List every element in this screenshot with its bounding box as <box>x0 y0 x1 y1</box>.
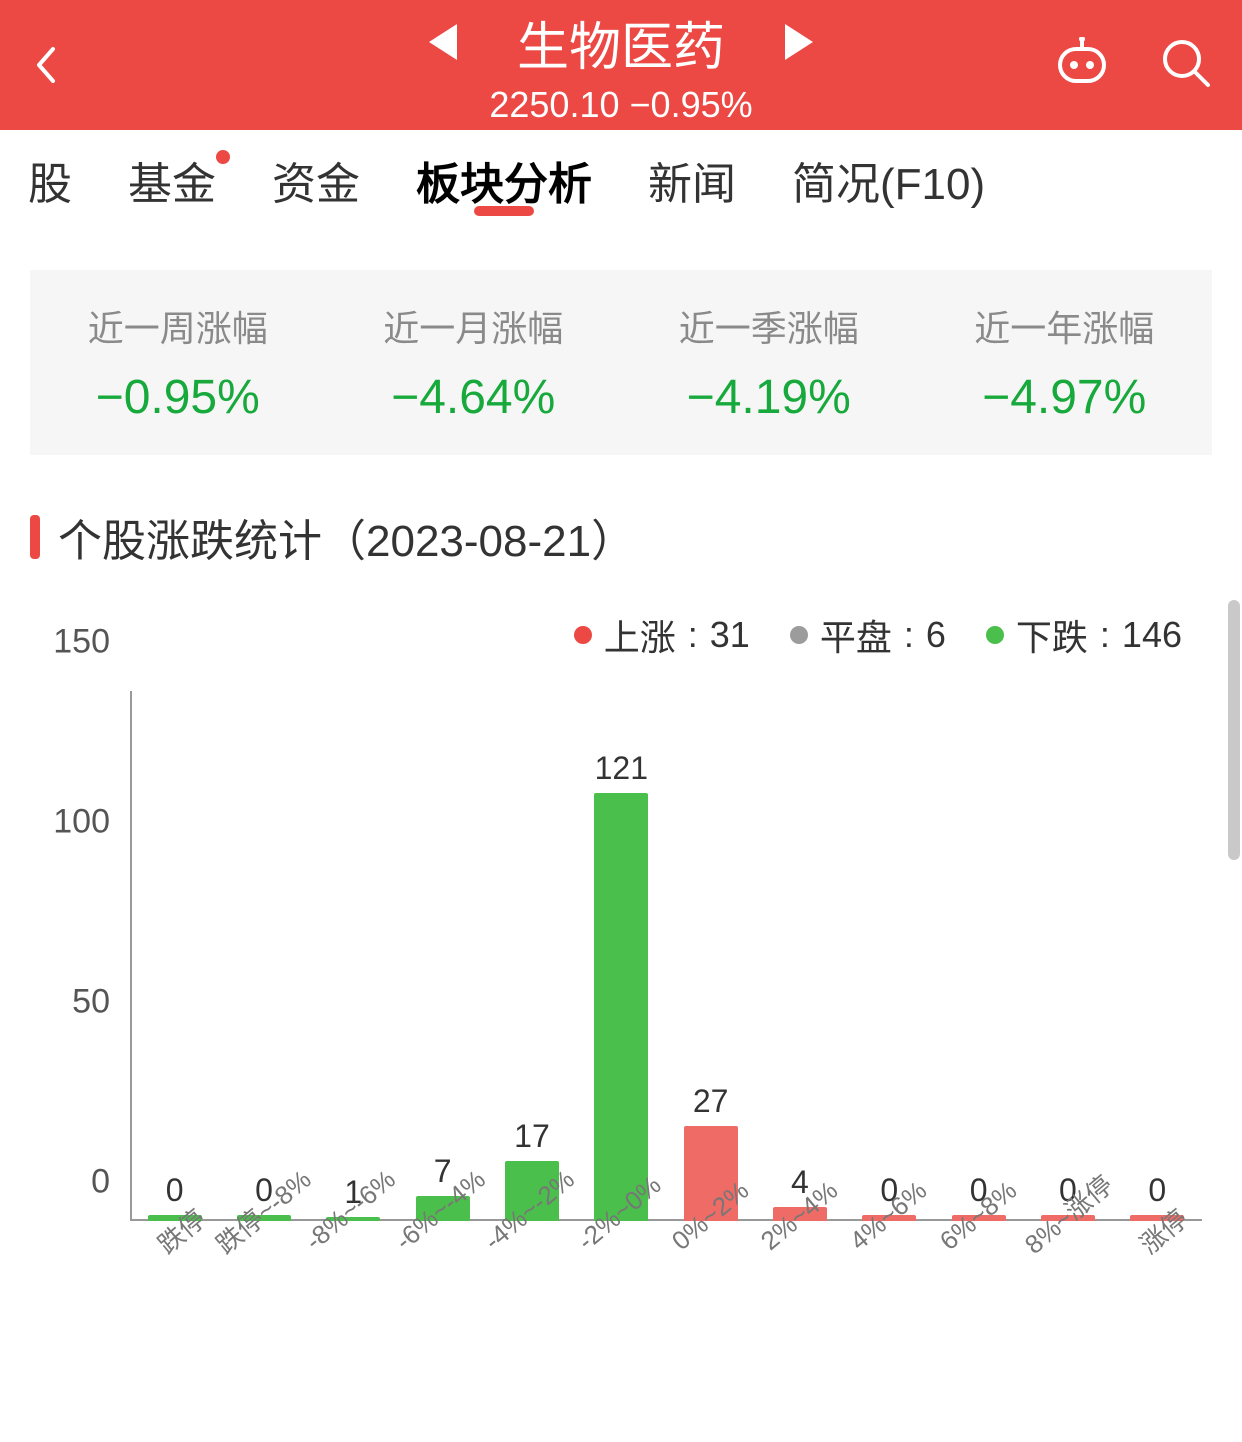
header-center: 生物医药 2250.10 −0.95% <box>429 5 813 126</box>
y-tick: 0 <box>91 1163 110 1202</box>
bar-slot: 0 <box>130 691 219 1221</box>
tab-0[interactable]: 股 <box>0 130 100 230</box>
tab-3[interactable]: 板块分析 <box>388 130 620 230</box>
bar-slot: 0 <box>845 691 934 1221</box>
y-axis: 050100150 <box>30 681 120 1221</box>
bar-slot: 0 <box>219 691 308 1221</box>
bar-value-label: 27 <box>693 1083 729 1120</box>
scrollbar-thumb[interactable] <box>1228 600 1240 860</box>
section-title: 个股涨跌统计（2023-08-21） <box>58 505 635 569</box>
tab-1[interactable]: 基金 <box>100 130 244 230</box>
x-label-slot: 跌停~-8% <box>219 1221 308 1321</box>
x-label-slot: -4%~-2% <box>487 1221 576 1321</box>
change-value: −0.95% <box>630 84 753 125</box>
x-label-slot: -8%~-6% <box>309 1221 398 1321</box>
chart-legend: 上涨: 31 平盘: 6 下跌: 146 <box>0 609 1182 661</box>
stat-label: 近一季涨幅 <box>621 300 917 352</box>
period-stat-3: 近一年涨幅 −4.97% <box>917 300 1213 425</box>
stat-label: 近一月涨幅 <box>326 300 622 352</box>
y-tick: 150 <box>53 623 110 662</box>
bar-slot: 1 <box>309 691 398 1221</box>
x-axis-labels: 跌停跌停~-8%-8%~-6%-6%~-4%-4%~-2%-2%~0%0%~2%… <box>130 1221 1202 1321</box>
dot-icon <box>986 626 1004 644</box>
x-label-slot: 6%~8% <box>934 1221 1023 1321</box>
tab-5[interactable]: 简况(F10) <box>764 130 1013 230</box>
bar-value-label: 121 <box>595 750 648 787</box>
tab-bar: 股基金资金板块分析新闻简况(F10) <box>0 130 1242 230</box>
legend-up-label: 上涨 <box>604 609 676 661</box>
x-label-slot: 0%~2% <box>666 1221 755 1321</box>
bar-slot: 0 <box>1023 691 1112 1221</box>
stat-value: −4.64% <box>326 370 622 425</box>
bar-slot: 17 <box>487 691 576 1221</box>
bar-slot: 4 <box>755 691 844 1221</box>
y-tick: 100 <box>53 803 110 842</box>
bar-value-label: 0 <box>1148 1172 1166 1209</box>
plot-area: 0017171212740000 <box>130 691 1202 1221</box>
page-title: 生物医药 <box>517 5 725 80</box>
period-stat-0: 近一周涨幅 −0.95% <box>30 300 326 425</box>
app-header: 生物医药 2250.10 −0.95% <box>0 0 1242 130</box>
section-header: 个股涨跌统计（2023-08-21） <box>30 505 1212 569</box>
tab-4[interactable]: 新闻 <box>620 130 764 230</box>
dot-icon <box>574 626 592 644</box>
back-button[interactable] <box>30 40 60 90</box>
stat-value: −4.19% <box>621 370 917 425</box>
legend-up-value: 31 <box>710 614 750 656</box>
bar-value-label: 0 <box>166 1172 184 1209</box>
next-arrow-icon[interactable] <box>785 24 813 60</box>
bars-container: 0017171212740000 <box>130 691 1202 1221</box>
legend-flat-value: 6 <box>926 614 946 656</box>
search-icon <box>1160 37 1212 89</box>
stat-label: 近一年涨幅 <box>917 300 1213 352</box>
legend-down-label: 下跌 <box>1016 609 1088 661</box>
notification-dot-icon <box>216 150 230 164</box>
x-label-slot: 跌停 <box>130 1221 219 1321</box>
bar-slot: 7 <box>398 691 487 1221</box>
x-label-slot: 涨停 <box>1113 1221 1202 1321</box>
robot-icon <box>1054 37 1110 89</box>
x-label-slot: 8%~涨停 <box>1023 1221 1112 1321</box>
period-stat-1: 近一月涨幅 −4.64% <box>326 300 622 425</box>
legend-flat: 平盘: 6 <box>790 609 946 661</box>
stat-label: 近一周涨幅 <box>30 300 326 352</box>
stat-value: −4.97% <box>917 370 1213 425</box>
chevron-left-icon <box>33 45 57 85</box>
header-subtitle: 2250.10 −0.95% <box>489 84 752 126</box>
bar-slot: 0 <box>934 691 1023 1221</box>
search-button[interactable] <box>1160 37 1212 94</box>
x-label-slot: -2%~0% <box>577 1221 666 1321</box>
robot-button[interactable] <box>1054 37 1110 94</box>
stat-value: −0.95% <box>30 370 326 425</box>
legend-flat-label: 平盘 <box>820 609 892 661</box>
legend-up: 上涨: 31 <box>574 609 750 661</box>
y-tick: 50 <box>72 983 110 1022</box>
x-label-slot: 2%~4% <box>755 1221 844 1321</box>
period-stats-card: 近一周涨幅 −0.95%近一月涨幅 −4.64% 近一季涨幅 −4.19%近一年涨幅 −4… <box>30 270 1212 455</box>
price-value: 2250.10 <box>489 84 619 125</box>
bar-slot: 0 <box>1113 691 1202 1221</box>
section-accent-bar <box>30 515 40 559</box>
bar-slot: 121 <box>577 691 666 1221</box>
tab-2[interactable]: 资金 <box>244 130 388 230</box>
dot-icon <box>790 626 808 644</box>
bar-chart: 050100150 0017171212740000 跌停跌停~-8%-8%~-… <box>30 681 1212 1321</box>
x-label-slot: 4%~6% <box>845 1221 934 1321</box>
legend-down-value: 146 <box>1122 614 1182 656</box>
bar-value-label: 17 <box>514 1118 550 1155</box>
bar[interactable]: 121 <box>594 793 648 1221</box>
bar-slot: 27 <box>666 691 755 1221</box>
x-label-slot: -6%~-4% <box>398 1221 487 1321</box>
legend-down: 下跌: 146 <box>986 609 1182 661</box>
period-stat-2: 近一季涨幅 −4.19% <box>621 300 917 425</box>
prev-arrow-icon[interactable] <box>429 24 457 60</box>
